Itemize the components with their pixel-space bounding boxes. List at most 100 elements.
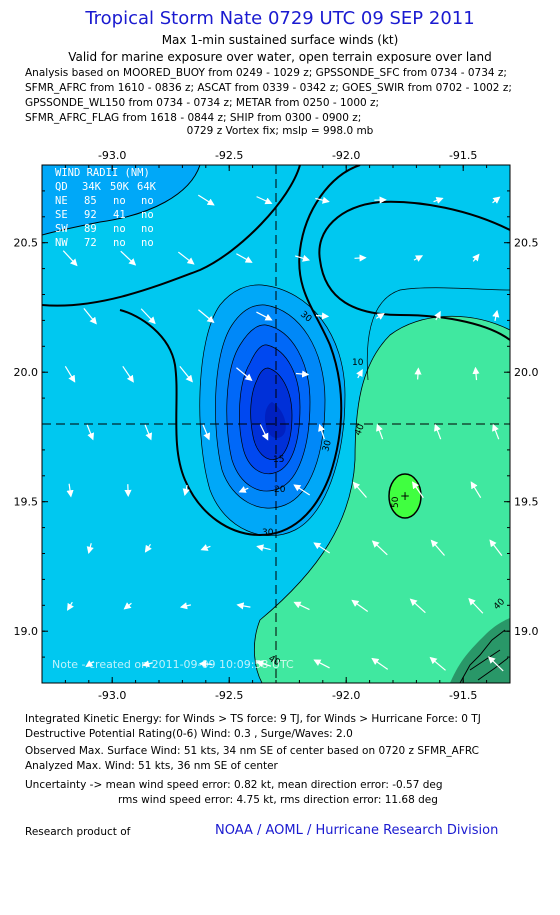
wind-vector-arrow [315, 312, 330, 320]
wind-vector-arrow [293, 484, 311, 496]
contour-label: 30 [262, 528, 274, 538]
analysis-line: Analysis based on MOORED_BUOY from 0249 … [25, 67, 507, 79]
wind-vector-arrow [356, 369, 363, 379]
vortex-fix-text: 0729 z Vortex fix; mslp = 998.0 mb [186, 125, 374, 137]
wind-vector-arrow [85, 660, 95, 668]
wind-vector-arrow [198, 309, 215, 324]
wind-vector-arrow [294, 254, 311, 262]
wind-vector-arrow [429, 656, 446, 671]
wind-vector-arrow [256, 544, 271, 552]
coastline [450, 618, 510, 683]
x-tick-label: -92.5 [215, 149, 243, 162]
wind-vector-arrow [198, 660, 212, 668]
wind-vector-arrow [295, 370, 310, 378]
wind-radii-cell: no [141, 195, 154, 207]
wind-vector-arrow [371, 657, 389, 670]
wind-radii-cell: 92 [84, 209, 97, 221]
wind-vector-arrow [144, 424, 153, 441]
wind-vector-arrow [487, 656, 504, 672]
observed-max-text: Observed Max. Surface Wind: 51 kts, 34 n… [25, 745, 480, 757]
x-tick-label: -91.5 [449, 689, 477, 702]
wind-radii-cell: no [113, 223, 126, 235]
wind-vector-arrow [86, 543, 94, 554]
wind-vector-arrow [179, 366, 193, 383]
wind-vector-arrow [182, 485, 190, 497]
wind-vector-arrow [255, 660, 272, 668]
wind-vector-arrow [144, 543, 152, 553]
wind-vectors [62, 194, 504, 672]
x-tick-label: -93.0 [98, 689, 126, 702]
contour-line-40b [366, 287, 510, 381]
wind-vector-arrow [489, 539, 503, 557]
wind-vector-arrow [354, 254, 367, 262]
wind-vector-arrow [86, 424, 95, 441]
wind-vector-arrow [468, 597, 484, 614]
contour-label: 40 [353, 423, 366, 437]
wind-radii-table: WIND RADII (NM) QD 34K 50K 64K NE 85 no … [55, 167, 157, 249]
y-tick-label: 19.0 [514, 625, 539, 638]
analysis-line: SFMR_AFRC_FLAG from 1618 - 0844 z; SHIP … [25, 112, 362, 124]
wind-vector-arrow [256, 196, 273, 205]
wind-vector-arrow [256, 311, 273, 321]
band-40 [254, 316, 510, 683]
wind-vector-arrow [122, 365, 134, 383]
created-note: Note - created on 2011-09-09 10:09:58 UT… [52, 658, 294, 671]
coastline-detail [459, 629, 509, 683]
wind-vector-arrow [313, 542, 331, 554]
contour-label: 50 [391, 496, 401, 508]
ike-text: Integrated Kinetic Energy: for Winds > T… [25, 713, 481, 725]
wind-vector-arrow [470, 481, 482, 499]
contour-label: 15 [273, 455, 284, 465]
contour-label: 10 [352, 358, 364, 368]
wind-radii-cell: no [141, 209, 154, 221]
chart-subtitle: Max 1-min sustained surface winds (kt) [161, 33, 399, 47]
wind-vector-arrow [318, 423, 325, 440]
wind-radii-cell: 41 [113, 209, 126, 221]
wind-radii-cell: no [141, 223, 154, 235]
wind-vector-arrow [376, 423, 384, 440]
wind-vector-arrow [409, 598, 426, 614]
band-30-topleft [42, 165, 200, 235]
org-link[interactable]: NOAA / AOML / Hurricane Research Divisio… [215, 823, 499, 838]
wind-vector-arrow [492, 423, 500, 440]
wind-vector-arrow [293, 601, 310, 611]
contour-line [42, 165, 201, 236]
wind-radii-cell: NE [55, 195, 68, 207]
wind-radii-cell: no [113, 237, 126, 249]
wind-radii-header: 64K [137, 181, 157, 193]
x-tick-label: -92.0 [332, 689, 360, 702]
chart-title: Tropical Storm Nate 0729 UTC 09 SEP 2011 [85, 8, 475, 29]
contour-line-30 [42, 165, 301, 307]
wind-radii-cell: SW [55, 223, 68, 235]
wind-vector-arrow [434, 423, 442, 440]
wind-vector-arrow [259, 424, 269, 441]
wind-radii-header: 34K [82, 181, 102, 193]
contour-label: 20 [274, 485, 286, 495]
wind-vector-arrow [67, 601, 74, 611]
wind-radii-cell: 85 [84, 195, 97, 207]
wind-vector-arrow [351, 599, 369, 612]
analysis-line: SFMR_AFRC from 1610 - 0836 z; ASCAT from… [25, 82, 512, 94]
wind-vector-arrow [371, 540, 388, 556]
chart-subtitle-2: Valid for marine exposure over water, op… [68, 50, 492, 64]
wind-vector-arrow [238, 486, 249, 493]
wind-vector-arrow [434, 310, 441, 321]
x-tick-label: -92.0 [332, 149, 360, 162]
y-tick-label: 20.0 [514, 366, 539, 379]
center-core [264, 402, 286, 438]
wind-vector-arrow [492, 309, 500, 322]
wind-vector-arrow [315, 196, 330, 204]
wind-vector-arrow [472, 253, 480, 262]
contour-label: 30 [321, 439, 334, 453]
wind-vector-arrow [197, 194, 215, 206]
wind-vector-arrow [179, 602, 192, 610]
y-tick-label: 19.0 [14, 625, 39, 638]
wind-vector-arrow [352, 481, 367, 498]
y-tick-label: 20.5 [14, 237, 39, 250]
wind-vector-arrow [64, 365, 76, 383]
wind-vector-arrow [236, 253, 253, 263]
uncertainty-text: Uncertainty -> mean wind speed error: 0.… [25, 779, 443, 791]
wind-radii-cell: 89 [84, 223, 97, 235]
y-tick-label: 20.0 [14, 366, 39, 379]
wind-radii-cell: no [113, 195, 126, 207]
